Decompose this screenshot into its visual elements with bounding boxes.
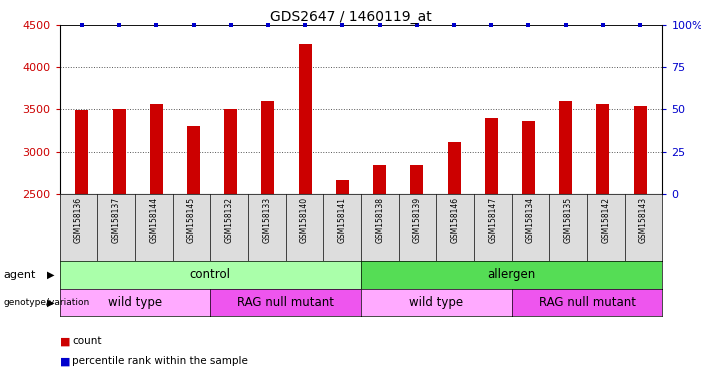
Text: genotype/variation: genotype/variation <box>4 298 90 307</box>
Text: GSM158147: GSM158147 <box>489 197 498 243</box>
Text: GSM158132: GSM158132 <box>224 197 233 243</box>
Bar <box>447 142 461 194</box>
Text: RAG null mutant: RAG null mutant <box>237 296 334 309</box>
Text: GSM158135: GSM158135 <box>564 197 573 243</box>
Text: GSM158143: GSM158143 <box>639 197 648 243</box>
Bar <box>113 109 125 194</box>
Text: GSM158142: GSM158142 <box>601 197 611 243</box>
Text: GSM158139: GSM158139 <box>413 197 422 243</box>
Text: allergen: allergen <box>488 268 536 281</box>
Text: GSM158144: GSM158144 <box>149 197 158 243</box>
Bar <box>76 110 88 194</box>
Text: GSM158140: GSM158140 <box>300 197 309 243</box>
Text: RAG null mutant: RAG null mutant <box>538 296 636 309</box>
Bar <box>224 109 237 194</box>
Bar <box>187 126 200 194</box>
Bar <box>150 104 163 194</box>
Text: GSM158133: GSM158133 <box>262 197 271 243</box>
Text: GDS2647 / 1460119_at: GDS2647 / 1460119_at <box>270 10 431 23</box>
Text: GSM158137: GSM158137 <box>111 197 121 243</box>
Text: ■: ■ <box>60 336 70 346</box>
Text: control: control <box>190 268 231 281</box>
Text: GSM158141: GSM158141 <box>338 197 347 243</box>
Text: ■: ■ <box>60 356 70 366</box>
Bar <box>299 45 312 194</box>
Text: GSM158146: GSM158146 <box>451 197 460 243</box>
Bar <box>522 121 535 194</box>
Bar <box>410 165 423 194</box>
Bar <box>559 101 572 194</box>
Text: agent: agent <box>4 270 36 280</box>
Text: GSM158136: GSM158136 <box>74 197 83 243</box>
Text: percentile rank within the sample: percentile rank within the sample <box>72 356 248 366</box>
Text: GSM158145: GSM158145 <box>187 197 196 243</box>
Bar <box>597 104 609 194</box>
Text: wild type: wild type <box>409 296 463 309</box>
Text: ▶: ▶ <box>48 298 55 308</box>
Bar <box>634 106 646 194</box>
Bar <box>336 180 349 194</box>
Text: count: count <box>72 336 102 346</box>
Text: GSM158134: GSM158134 <box>526 197 535 243</box>
Text: ▶: ▶ <box>48 270 55 280</box>
Text: wild type: wild type <box>108 296 162 309</box>
Bar <box>261 101 275 194</box>
Text: GSM158138: GSM158138 <box>375 197 384 243</box>
Bar <box>485 118 498 194</box>
Bar <box>373 165 386 194</box>
